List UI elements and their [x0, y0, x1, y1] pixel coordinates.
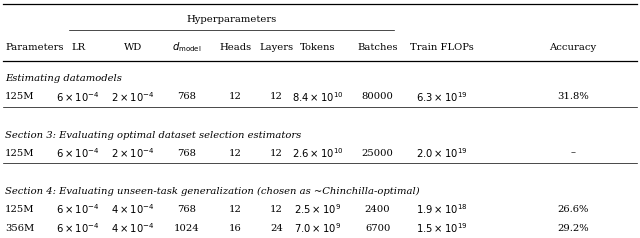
Text: –: – [570, 149, 575, 158]
Text: LR: LR [71, 43, 85, 52]
Text: $8.4 \times 10^{10}$: $8.4 \times 10^{10}$ [292, 90, 343, 104]
Text: 768: 768 [177, 205, 196, 214]
Text: 125M: 125M [5, 149, 35, 158]
Text: 80000: 80000 [362, 92, 394, 101]
Text: 125M: 125M [5, 92, 35, 101]
Text: $2.0 \times 10^{19}$: $2.0 \times 10^{19}$ [416, 146, 467, 160]
Text: $6 \times 10^{-4}$: $6 \times 10^{-4}$ [56, 146, 100, 160]
Text: 24: 24 [270, 224, 283, 233]
Text: Estimating datamodels: Estimating datamodels [5, 74, 122, 84]
Text: 16: 16 [229, 224, 242, 233]
Text: $7.0 \times 10^{9}$: $7.0 \times 10^{9}$ [294, 222, 341, 235]
Text: $4 \times 10^{-4}$: $4 \times 10^{-4}$ [111, 203, 155, 216]
Text: Hyperparameters: Hyperparameters [186, 15, 276, 24]
Text: $2 \times 10^{-4}$: $2 \times 10^{-4}$ [111, 90, 155, 104]
Text: 26.6%: 26.6% [557, 205, 589, 214]
Text: Section 4: Evaluating unseen-task generalization (chosen as ~Chinchilla-optimal): Section 4: Evaluating unseen-task genera… [5, 187, 420, 196]
Text: 768: 768 [177, 92, 196, 101]
Text: 12: 12 [229, 205, 242, 214]
Text: 12: 12 [229, 149, 242, 158]
Text: Heads: Heads [220, 43, 252, 52]
Text: 356M: 356M [5, 224, 35, 233]
Text: Accuracy: Accuracy [549, 43, 596, 52]
Text: $2 \times 10^{-4}$: $2 \times 10^{-4}$ [111, 146, 155, 160]
Text: $6 \times 10^{-4}$: $6 \times 10^{-4}$ [56, 203, 100, 216]
Text: Batches: Batches [357, 43, 398, 52]
Text: 2400: 2400 [365, 205, 390, 214]
Text: $2.5 \times 10^{9}$: $2.5 \times 10^{9}$ [294, 203, 341, 216]
Text: Tokens: Tokens [300, 43, 335, 52]
Text: Train FLOPs: Train FLOPs [410, 43, 474, 52]
Text: 768: 768 [177, 149, 196, 158]
Text: $1.9 \times 10^{18}$: $1.9 \times 10^{18}$ [416, 203, 467, 216]
Text: 1024: 1024 [174, 224, 200, 233]
Text: Layers: Layers [259, 43, 294, 52]
Text: Section 3: Evaluating optimal dataset selection estimators: Section 3: Evaluating optimal dataset se… [5, 131, 301, 140]
Text: WD: WD [124, 43, 142, 52]
Text: 125M: 125M [5, 205, 35, 214]
Text: $4 \times 10^{-4}$: $4 \times 10^{-4}$ [111, 222, 155, 235]
Text: Parameters: Parameters [5, 43, 63, 52]
Text: $d_{\mathrm{model}}$: $d_{\mathrm{model}}$ [172, 41, 202, 55]
Text: 12: 12 [270, 205, 283, 214]
Text: 31.8%: 31.8% [557, 92, 589, 101]
Text: 29.2%: 29.2% [557, 224, 589, 233]
Text: $6.3 \times 10^{19}$: $6.3 \times 10^{19}$ [416, 90, 467, 104]
Text: 12: 12 [270, 149, 283, 158]
Text: 12: 12 [229, 92, 242, 101]
Text: $1.5 \times 10^{19}$: $1.5 \times 10^{19}$ [416, 222, 467, 235]
Text: 12: 12 [270, 92, 283, 101]
Text: $6 \times 10^{-4}$: $6 \times 10^{-4}$ [56, 222, 100, 235]
Text: 25000: 25000 [362, 149, 394, 158]
Text: $6 \times 10^{-4}$: $6 \times 10^{-4}$ [56, 90, 100, 104]
Text: $2.6 \times 10^{10}$: $2.6 \times 10^{10}$ [292, 146, 343, 160]
Text: 6700: 6700 [365, 224, 390, 233]
